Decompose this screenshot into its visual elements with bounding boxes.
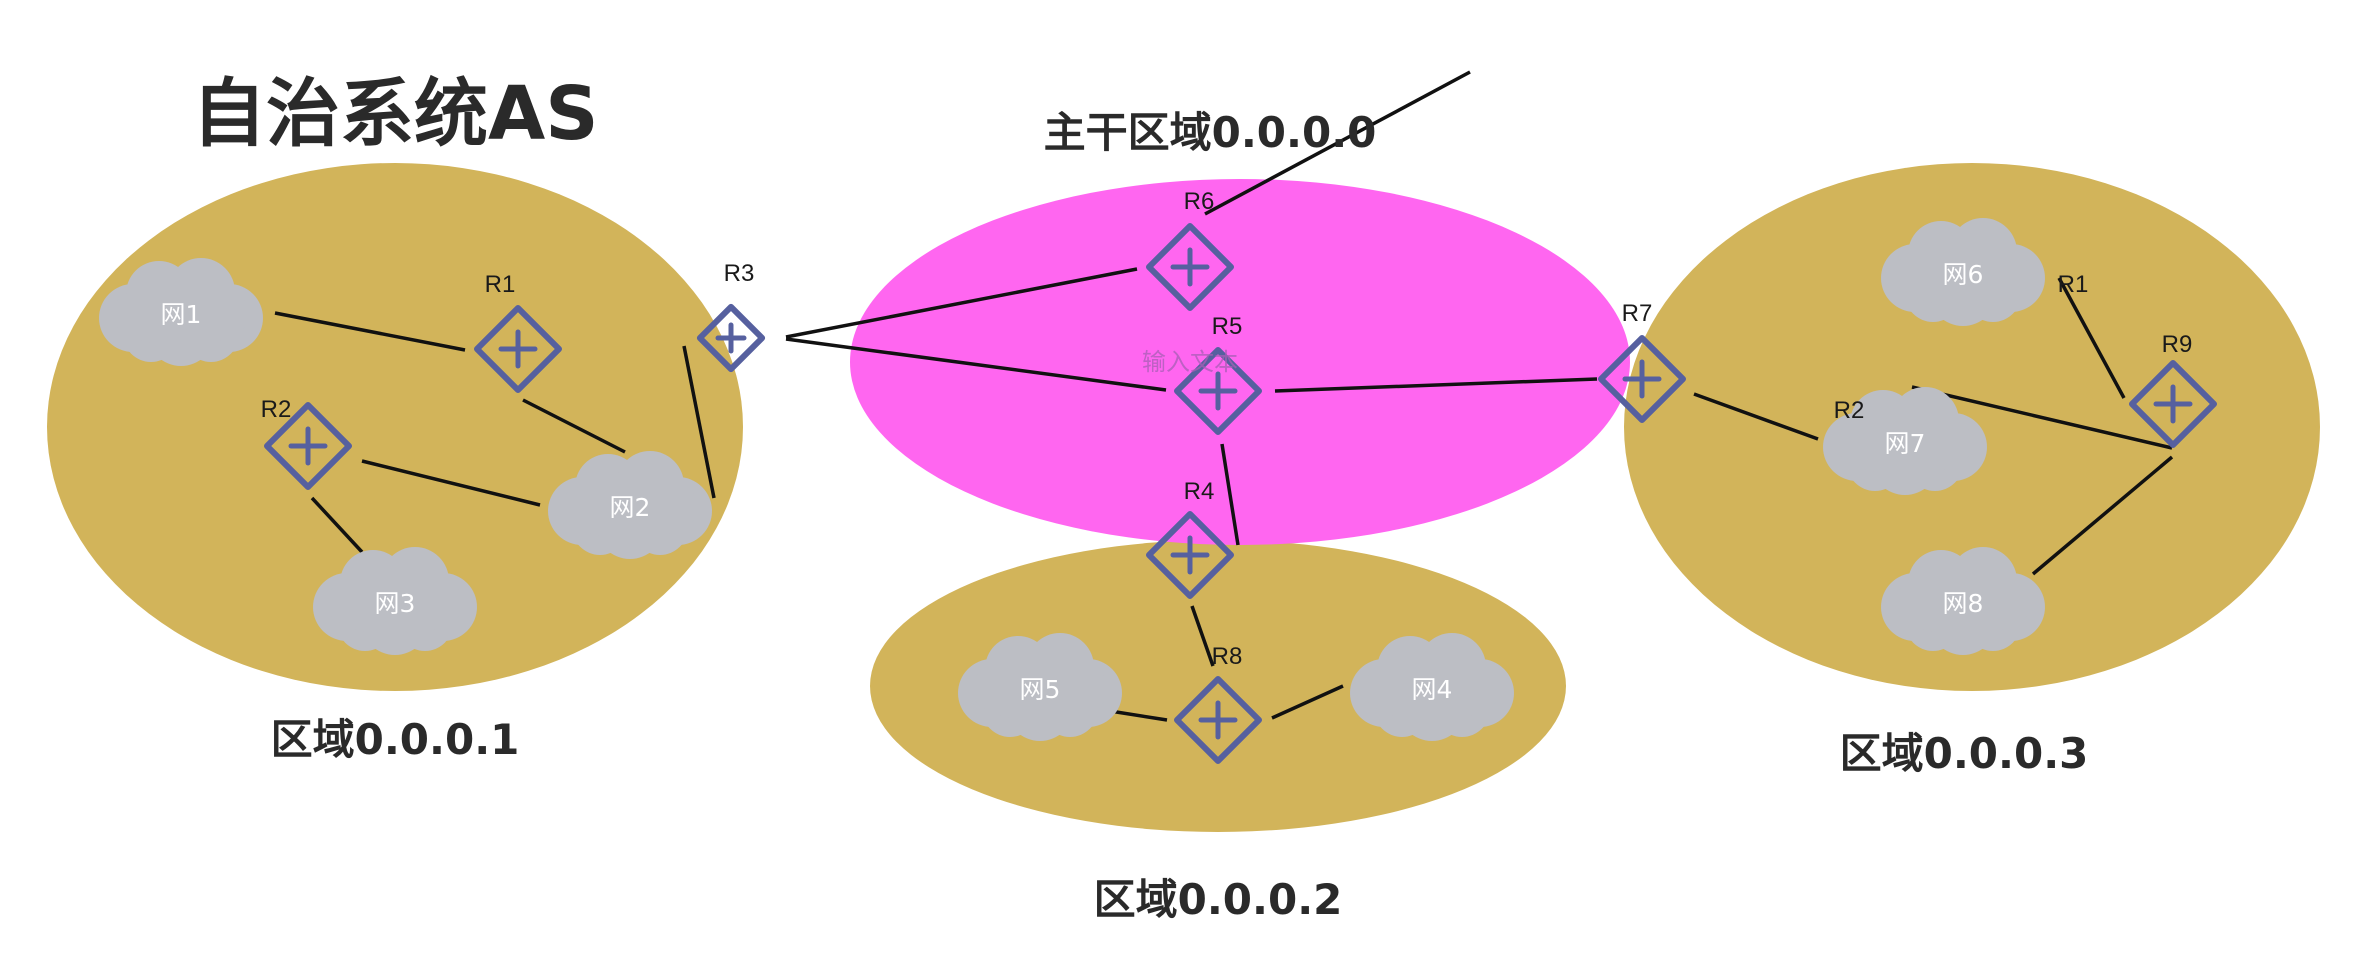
link-r5-r4: [1220, 443, 1240, 546]
link-r2-n3: [310, 496, 364, 554]
network-label: 网8: [1943, 589, 1984, 618]
backbone-area-region: [850, 179, 1630, 545]
router-label: R8: [1212, 643, 1243, 670]
link-r2-n2: [361, 459, 541, 507]
network-label: 网7: [1885, 429, 1926, 458]
router-label: R2: [1834, 397, 1865, 424]
area-0-0-0-1-label: 区域0.0.0.1: [271, 715, 520, 764]
link-r9-n8: [2031, 455, 2174, 576]
link-r8-n4: [1271, 684, 1344, 720]
router-label: R4: [1184, 478, 1215, 505]
network-label: 网1: [161, 300, 202, 329]
network-label: 网5: [1020, 675, 1061, 704]
link-r7-n7: [1693, 392, 1819, 441]
network-label: 网4: [1412, 675, 1453, 704]
network-label: 网2: [610, 493, 651, 522]
router-label: R9: [2162, 331, 2193, 358]
router-label: R6: [1184, 188, 1215, 215]
link-r4-r8: [1190, 605, 1215, 667]
link-r6-external: [1204, 70, 1471, 216]
router-label: R1: [2058, 271, 2089, 298]
text-placeholder[interactable]: 输入文本: [1142, 348, 1238, 376]
page-title: 自治系统AS: [192, 71, 599, 157]
link-r3-r6: [785, 267, 1138, 339]
area-0-0-0-2-region: [870, 540, 1566, 832]
link-r3-n2: [682, 345, 716, 499]
router-label: R5: [1212, 313, 1243, 340]
link-r2-r9: [1911, 385, 2173, 450]
link-r1-n2: [522, 398, 626, 454]
link-r1-r9: [2057, 277, 2126, 399]
link-n5-r8: [1109, 709, 1168, 722]
link-r5-r7: [1274, 377, 1598, 393]
router-label: R7: [1622, 300, 1653, 327]
link-r3-r5: [785, 337, 1167, 392]
link-n1-r1: [274, 311, 466, 352]
network-label: 网3: [375, 589, 416, 618]
area-0-0-0-2-label: 区域0.0.0.2: [1094, 875, 1343, 924]
area-0-0-0-3-label: 区域0.0.0.3: [1840, 729, 2089, 778]
backbone-area-label: 主干区域0.0.0.0: [1044, 108, 1377, 157]
router-label: R2: [261, 396, 292, 423]
links: [274, 70, 2174, 722]
router-label: R1: [485, 271, 516, 298]
network-label: 网6: [1943, 260, 1984, 289]
router-label: R3: [724, 260, 755, 287]
